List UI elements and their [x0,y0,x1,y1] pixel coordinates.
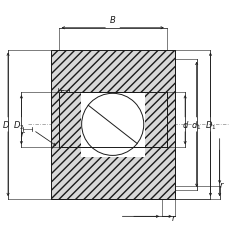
Text: r: r [219,180,222,189]
Bar [58,93,166,148]
Text: D: D [3,120,9,129]
Text: r: r [171,213,175,223]
Text: B: B [109,16,115,25]
Text: d: d [182,120,187,129]
Circle shape [81,94,143,156]
Text: r: r [20,129,24,139]
Bar [58,93,166,148]
Bar [144,93,174,157]
Text: r: r [59,87,63,97]
Bar [50,50,174,93]
Text: $D_2$: $D_2$ [13,119,25,131]
Bar [50,50,174,199]
Bar [144,93,166,148]
Text: $d_1$: $d_1$ [191,119,201,131]
Bar [50,157,174,199]
Bar [50,50,174,199]
Bar [50,93,80,157]
Text: $D_1$: $D_1$ [204,119,216,131]
Bar [58,93,80,148]
